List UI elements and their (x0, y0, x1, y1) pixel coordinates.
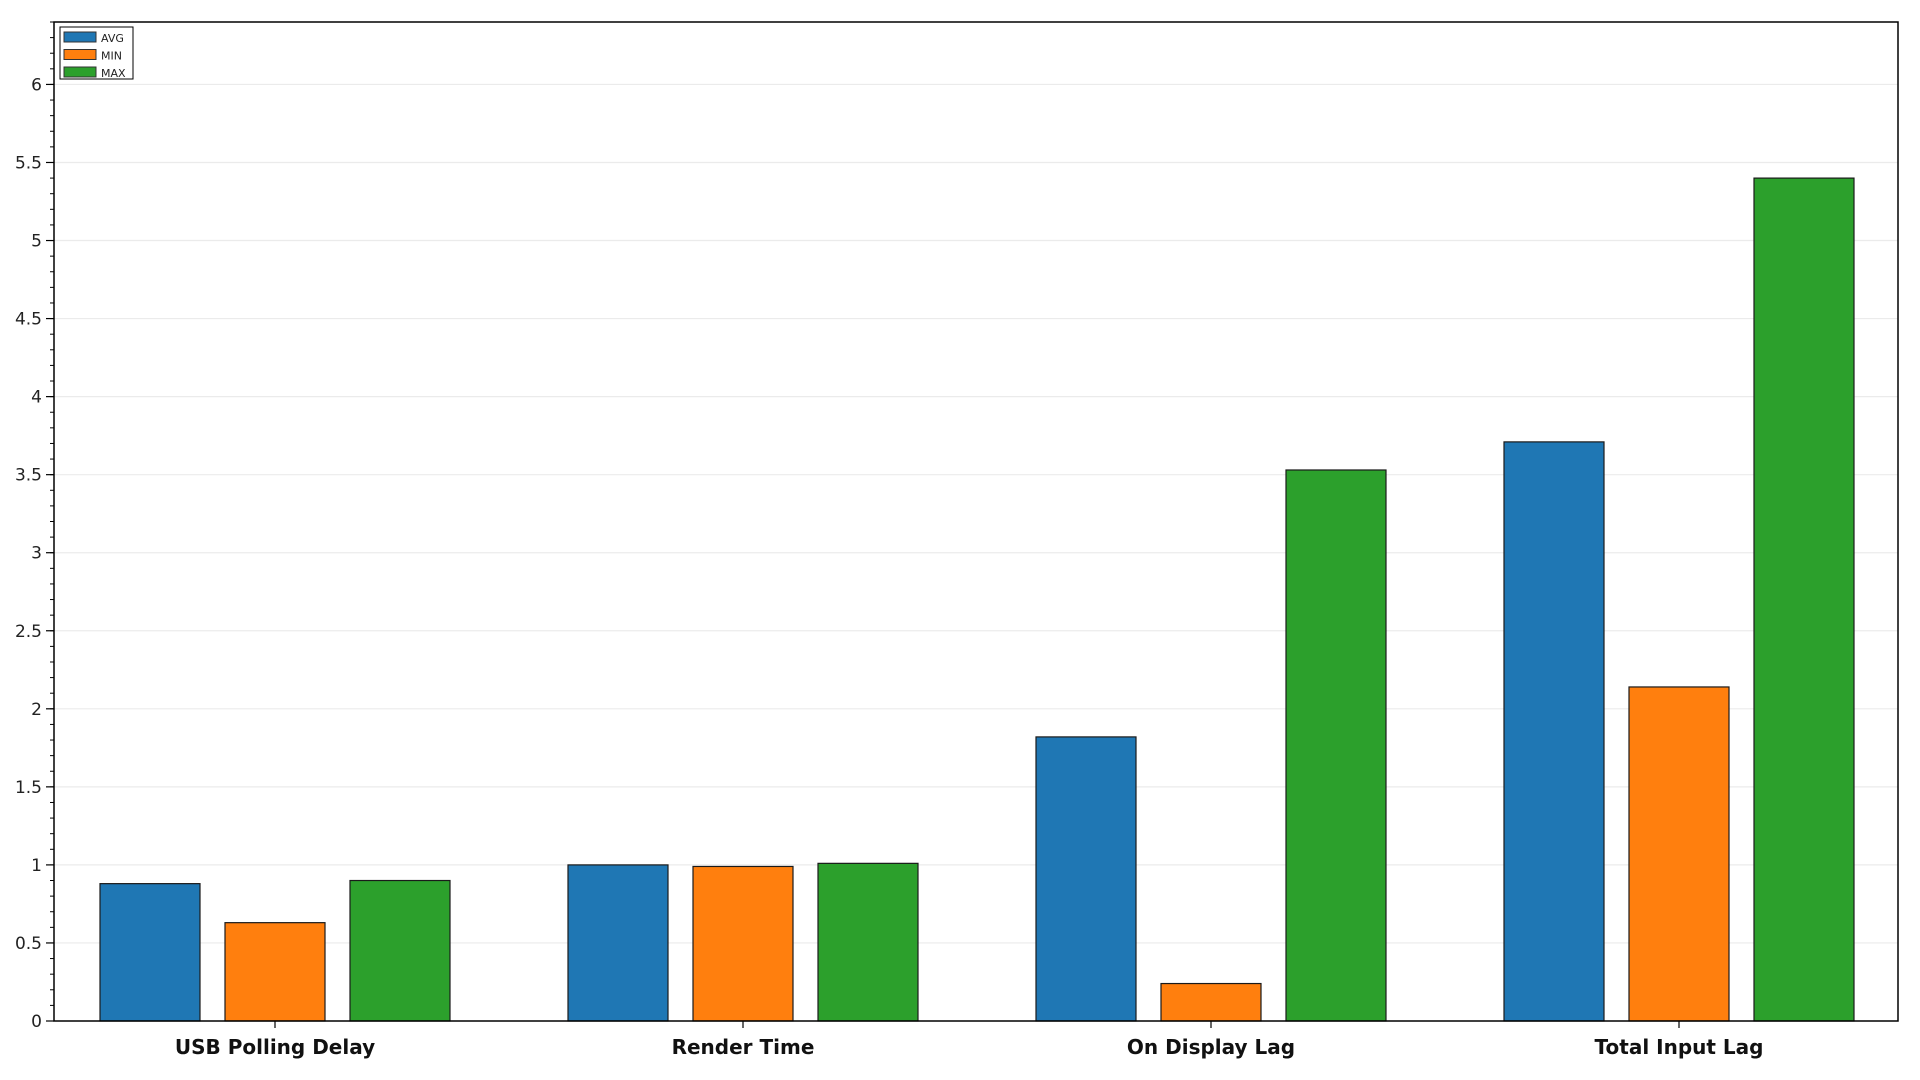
legend-label: AVG (101, 32, 124, 45)
legend-swatch-max (63, 66, 97, 78)
y-tick-label: 2 (31, 700, 42, 720)
x-axis: USB Polling Delay Render Time On Display L… (175, 1021, 1764, 1059)
y-tick-label: 0.5 (15, 934, 42, 954)
y-tick-label: 4.5 (15, 310, 42, 330)
bar-max (349, 879, 451, 1022)
x-tick-label: USB Polling Delay (175, 1035, 375, 1059)
y-tick-label: 5.5 (15, 153, 42, 173)
y-tick-label: 6 (31, 75, 42, 95)
legend-swatch-avg (63, 31, 97, 43)
bar-max (1753, 177, 1855, 1022)
bar-min (692, 865, 794, 1022)
y-tick-label: 2.5 (15, 622, 42, 642)
legend-label: MIN (101, 50, 122, 63)
plot-frame (53, 21, 1899, 1022)
legend: AVG MIN MAX (59, 26, 134, 80)
bar-avg (1503, 441, 1605, 1022)
y-tick-label: 1 (31, 856, 42, 876)
bars (99, 177, 1855, 1022)
bar-min (1628, 686, 1730, 1022)
grid-lines (54, 83, 1898, 944)
x-tick-label: Render Time (672, 1035, 815, 1059)
bar-avg (99, 883, 201, 1022)
bar-avg (567, 864, 669, 1022)
x-tick-label: Total Input Lag (1595, 1035, 1764, 1059)
bar-max (1285, 469, 1387, 1022)
bar-avg (1035, 736, 1137, 1022)
x-tick-label: On Display Lag (1127, 1035, 1295, 1059)
bar-max (817, 862, 919, 1022)
y-axis: 0 0.5 1 1.5 2 2.5 3 3.5 4 4.5 5 5.5 6 (15, 21, 54, 1032)
y-tick-label: 1.5 (15, 778, 42, 798)
y-tick-label: 5 (31, 232, 42, 252)
legend-label: MAX (101, 67, 126, 80)
y-tick-label: 3.5 (15, 466, 42, 486)
bar-min (224, 922, 326, 1022)
y-tick-label: 3 (31, 544, 42, 564)
y-tick-label: 0 (31, 1012, 42, 1032)
bar-min (1160, 982, 1262, 1022)
y-tick-label: 4 (31, 388, 42, 408)
legend-swatch-min (63, 49, 97, 60)
